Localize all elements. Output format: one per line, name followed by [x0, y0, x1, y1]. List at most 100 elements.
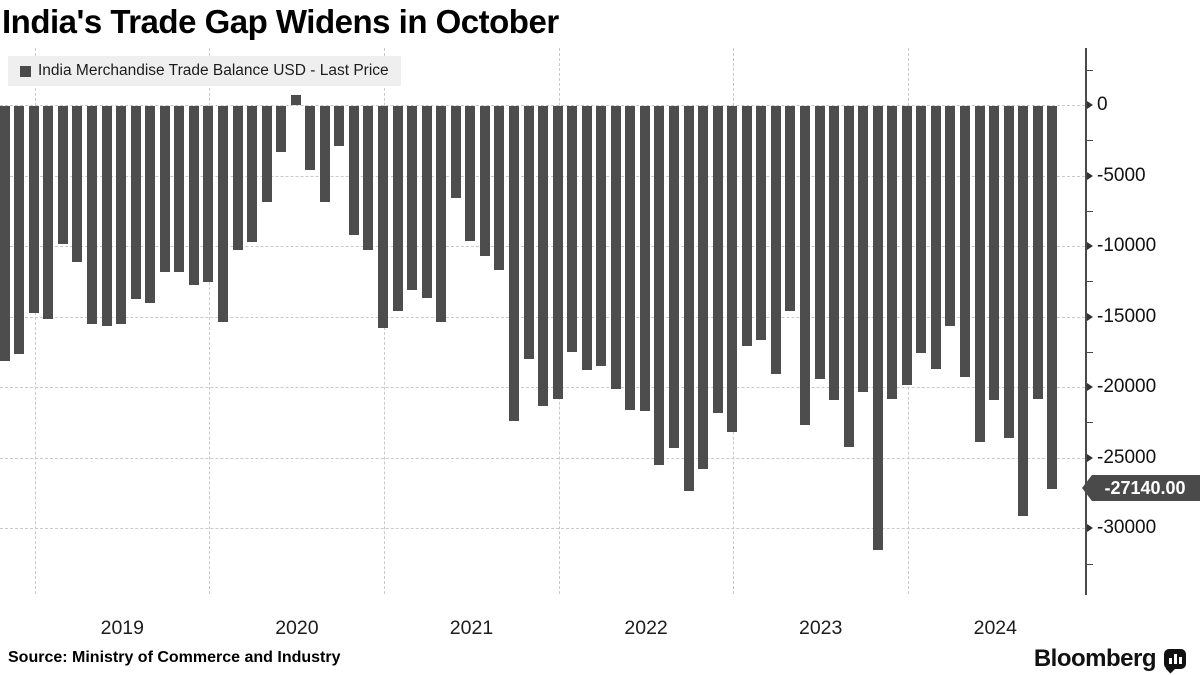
bar-2023-11 [887, 106, 898, 399]
bar-2024-05 [974, 106, 985, 443]
bar-2019-08 [145, 106, 156, 304]
gridline-0 [0, 105, 1085, 106]
y-minor-tick [1086, 351, 1093, 353]
bar-2023-06 [814, 106, 825, 379]
gridline--30000 [0, 528, 1085, 530]
bar-2021-08 [494, 106, 505, 271]
x-axis-year-label: 2022 [624, 617, 668, 639]
bar-2024-07 [1003, 106, 1014, 438]
x-axis-year-label: 2021 [449, 617, 494, 639]
y-tick-marker [1087, 312, 1093, 321]
bar-2022-09 [683, 106, 694, 492]
bar-2022-05 [625, 106, 636, 410]
bar-2020-10 [348, 106, 359, 236]
bar-2022-07 [654, 106, 665, 465]
bloomberg-wordmark: Bloomberg [1033, 645, 1157, 672]
bar-2019-04 [87, 106, 97, 324]
bar-2023-07 [829, 106, 840, 401]
bar-2024-01 [916, 106, 927, 353]
bar-2022-04 [610, 106, 621, 390]
bar-2021-06 [465, 106, 476, 241]
y-axis-label: -20000 [1097, 376, 1157, 398]
gridline--25000 [0, 457, 1085, 459]
y-axis-label: 0 [1097, 94, 1108, 115]
x-axis-year-label: 2024 [973, 617, 1017, 639]
y-tick-marker [1087, 101, 1093, 109]
bar-2023-05 [799, 106, 810, 426]
bar-2020-01 [217, 106, 228, 323]
bar-2020-03 [247, 106, 258, 243]
last-price-badge: -27140.00 [1082, 475, 1200, 501]
bar-2023-04 [785, 106, 796, 312]
chart-legend: India Merchandise Trade Balance USD - La… [8, 56, 401, 86]
bar-2022-11 [712, 106, 723, 413]
y-axis-label: -15000 [1097, 305, 1157, 327]
bar-2018-10 [0, 106, 10, 361]
bar-2020-09 [334, 106, 345, 146]
bar-2021-12 [552, 106, 563, 399]
bar-2019-06 [116, 106, 127, 325]
bar-2021-03 [421, 106, 432, 299]
bar-2023-09 [858, 106, 869, 393]
bar-2023-08 [843, 106, 854, 447]
y-tick-marker [1087, 383, 1093, 392]
y-axis-line [1085, 48, 1087, 595]
bar-2023-12 [901, 106, 912, 385]
bar-2018-12 [28, 106, 39, 313]
y-axis-label: -25000 [1097, 446, 1157, 468]
bar-2020-05 [276, 106, 287, 153]
bar-2024-08 [1018, 106, 1029, 516]
bar-2021-05 [450, 106, 461, 199]
y-axis-label: -30000 [1097, 517, 1157, 539]
y-axis-label: -5000 [1097, 164, 1146, 186]
bar-2020-02 [232, 106, 243, 250]
y-minor-tick [1086, 422, 1093, 424]
bar-2022-12 [727, 106, 738, 433]
bar-2024-02 [930, 106, 941, 370]
year-gridline [34, 48, 36, 594]
bar-2021-09 [508, 106, 519, 421]
x-axis-year-label: 2023 [798, 617, 843, 639]
bar-2023-01 [741, 106, 752, 347]
y-minor-tick [1086, 210, 1093, 212]
bar-2019-03 [72, 106, 83, 262]
y-minor-tick [1086, 281, 1093, 283]
bar-2020-07 [305, 106, 316, 171]
bar-2024-10 [1047, 106, 1058, 489]
bar-2021-01 [392, 106, 403, 312]
bloomberg-chart-icon [1164, 649, 1186, 674]
legend-swatch-icon [20, 65, 31, 77]
y-minor-tick [1086, 69, 1093, 71]
bar-2022-01 [567, 106, 578, 353]
bar-2024-04 [960, 106, 970, 378]
page-title: India's Trade Gap Widens in October [2, 3, 559, 40]
bar-2018-11 [14, 106, 25, 355]
bar-2024-06 [989, 106, 1000, 401]
bloomberg-logo: Bloomberg [1033, 645, 1186, 674]
bar-2021-04 [436, 106, 447, 322]
bar-2023-02 [756, 106, 767, 340]
bar-2020-12 [378, 106, 388, 328]
y-tick-marker [1087, 524, 1093, 533]
bar-2022-03 [596, 106, 607, 366]
y-axis-label: -10000 [1097, 235, 1157, 257]
bar-2024-09 [1032, 106, 1043, 400]
bar-2024-03 [945, 106, 956, 327]
bar-2020-11 [363, 106, 374, 251]
bar-2019-01 [43, 106, 54, 319]
legend-label: India Merchandise Trade Balance USD - La… [38, 62, 389, 79]
bar-2019-10 [174, 106, 185, 273]
source-note: Source: Ministry of Commerce and Industr… [8, 649, 341, 666]
x-axis-year-label: 2020 [275, 617, 319, 639]
bar-2019-11 [188, 106, 199, 286]
bar-2019-07 [130, 106, 141, 299]
bar-2022-06 [639, 106, 650, 412]
bar-2019-02 [57, 106, 68, 244]
bar-2020-04 [261, 106, 272, 202]
bar-2020-08 [319, 106, 330, 202]
bar-2019-05 [101, 106, 112, 326]
x-axis-year-label: 2019 [100, 617, 144, 639]
bar-2023-10 [872, 106, 883, 550]
bar-2022-10 [698, 106, 709, 470]
